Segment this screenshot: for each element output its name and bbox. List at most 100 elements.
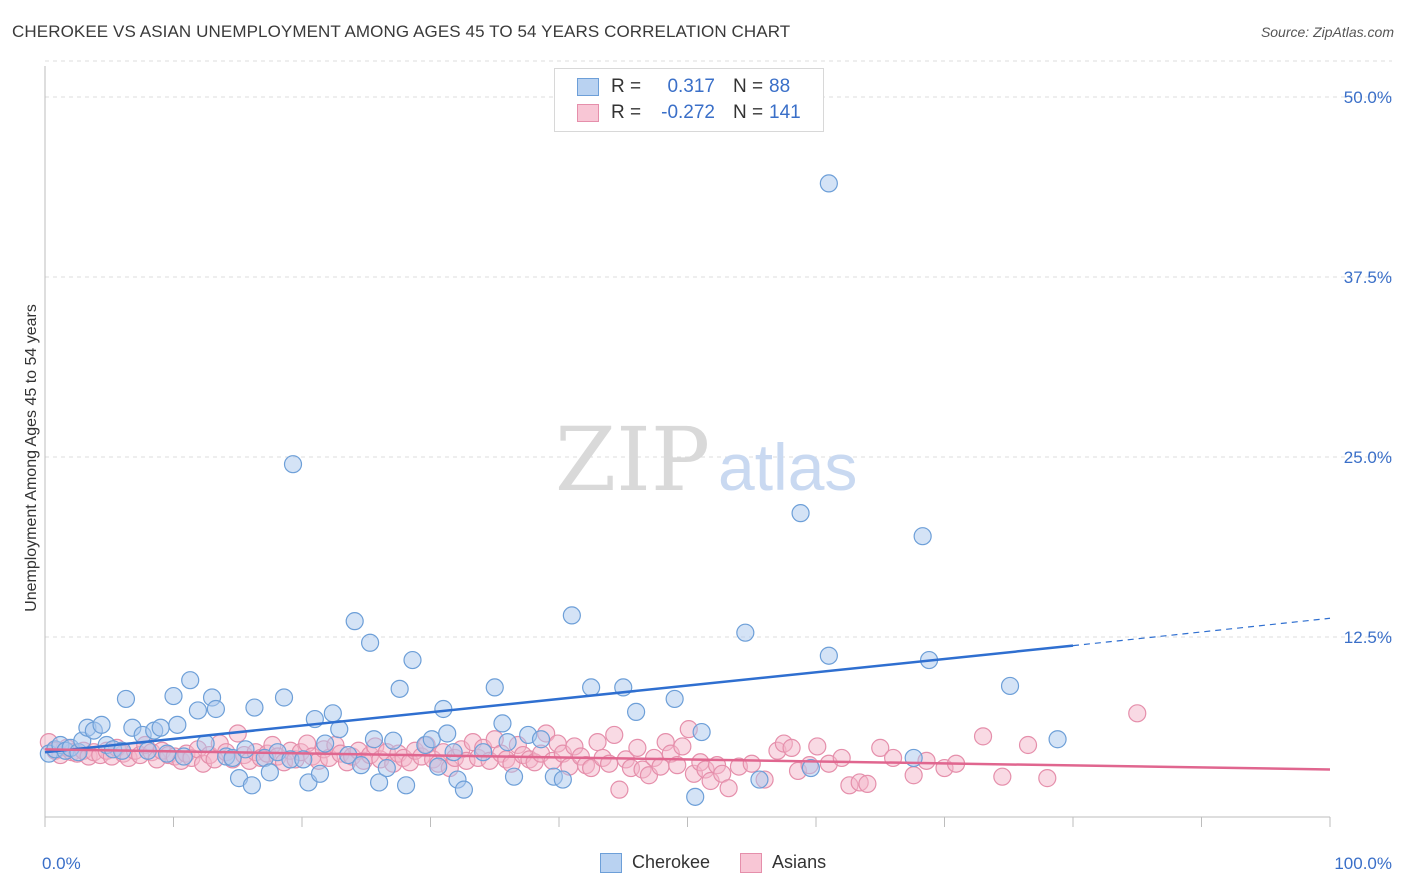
cherokee-point [913, 527, 932, 546]
cherokee-point [260, 763, 279, 782]
legend-item-asians: Asians [740, 852, 826, 873]
r-label: R = [611, 76, 642, 97]
cherokee-point [665, 689, 684, 709]
cherokee-point [434, 699, 453, 719]
cherokee-point [493, 714, 512, 733]
asians-point [1128, 704, 1147, 723]
cherokee-point [164, 686, 183, 706]
axes [44, 66, 1331, 827]
cherokee-point [223, 748, 242, 768]
cherokee-swatch [600, 852, 622, 873]
correlation-legend: R = 0.317 N = 88 R = -0.272 N = 141 [554, 68, 824, 132]
cherokee-point [474, 743, 493, 762]
cherokee-point [396, 776, 416, 795]
cherokee-point [310, 764, 330, 783]
cherokee-point [582, 678, 601, 697]
cherokee-point [168, 715, 187, 734]
cherokee-point [151, 718, 170, 737]
asians-point [993, 767, 1012, 786]
grid-lines [45, 60, 1392, 638]
cherokee-point [377, 758, 396, 778]
series-legend: Cherokee Asians [600, 852, 856, 873]
cherokee-point [819, 646, 838, 665]
n-value: 141 [769, 102, 801, 123]
trend-lines [44, 617, 1331, 771]
cherokee-point [384, 731, 403, 750]
cherokee-point [323, 704, 342, 723]
cherokee-point [504, 767, 524, 786]
y-axis-label: Unemployment Among Ages 45 to 54 years [23, 304, 40, 612]
asians-point [871, 738, 890, 757]
cherokee-points [39, 174, 1067, 806]
cherokee-point [454, 780, 474, 799]
cherokee-point [485, 678, 504, 697]
cherokee-point [283, 455, 303, 474]
cherokee-point [116, 689, 136, 709]
cherokee-point [736, 623, 755, 642]
asians-point [719, 779, 738, 798]
cherokee-point [345, 612, 364, 631]
cherokee-point [553, 770, 572, 789]
cherokee-point [236, 740, 255, 759]
cherokee-point [364, 730, 384, 749]
cherokee-point [196, 734, 215, 753]
cherokee-point [750, 770, 769, 789]
r-value: 0.317 [667, 76, 715, 97]
asians-point [742, 754, 761, 773]
asians-point [673, 737, 692, 756]
cherokee-point [1048, 730, 1067, 749]
legend-label-asians: Asians [772, 852, 827, 872]
asians-point [808, 737, 827, 756]
asians-point [605, 725, 624, 745]
legend-item-cherokee: Cherokee [600, 852, 710, 873]
asians-point [832, 748, 851, 768]
cherokee-point [819, 174, 838, 193]
y-tick-label: 25.0% [1344, 448, 1392, 467]
cherokee-point [498, 733, 517, 752]
cherokee-point [390, 679, 409, 698]
n-value: 88 [769, 76, 791, 97]
asians-point [628, 738, 647, 757]
asians-point [1018, 735, 1038, 755]
cherokee-point [801, 758, 820, 778]
cherokee-point [531, 730, 551, 749]
cherokee-point [92, 715, 111, 734]
cherokee-point [316, 734, 335, 753]
cherokee-point [245, 698, 264, 717]
cherokee-point [438, 724, 457, 743]
cherokee-swatch [577, 78, 599, 96]
cherokee-point [274, 688, 294, 707]
y-tick-label: 50.0% [1344, 88, 1392, 107]
y-tick-label: 37.5% [1344, 268, 1392, 287]
cherokee-point [686, 787, 705, 806]
cherokee-point [562, 606, 581, 625]
cherokee-point [444, 743, 463, 762]
x-tick-label: 100.0% [1334, 854, 1392, 873]
x-tick-label: 0.0% [42, 854, 81, 873]
cherokee-point [422, 730, 441, 749]
watermark-atlas: atlas [718, 430, 857, 504]
cherokee-point [188, 701, 208, 720]
cherokee-point [294, 750, 313, 769]
cherokee-point [791, 504, 810, 523]
asians-swatch [740, 852, 763, 873]
asians-point [610, 780, 629, 799]
asians-point [973, 727, 993, 746]
cherokee-trend-extension [1072, 617, 1331, 647]
source-label: Source: ZipAtlas.com [1260, 24, 1394, 40]
cherokee-point [626, 702, 646, 721]
cherokee-trend-line [44, 644, 1074, 754]
asians-swatch [577, 104, 599, 122]
asians-point [858, 774, 877, 793]
n-label: N = [733, 76, 764, 97]
y-tick-label: 12.5% [1344, 628, 1392, 647]
cherokee-point [242, 776, 261, 795]
n-label: N = [733, 102, 764, 123]
asians-point [668, 756, 687, 775]
r-label: R = [611, 102, 642, 123]
asians-point [1038, 769, 1057, 788]
asians-point [904, 766, 923, 785]
cherokee-point [370, 773, 389, 792]
cherokee-point [429, 757, 448, 776]
